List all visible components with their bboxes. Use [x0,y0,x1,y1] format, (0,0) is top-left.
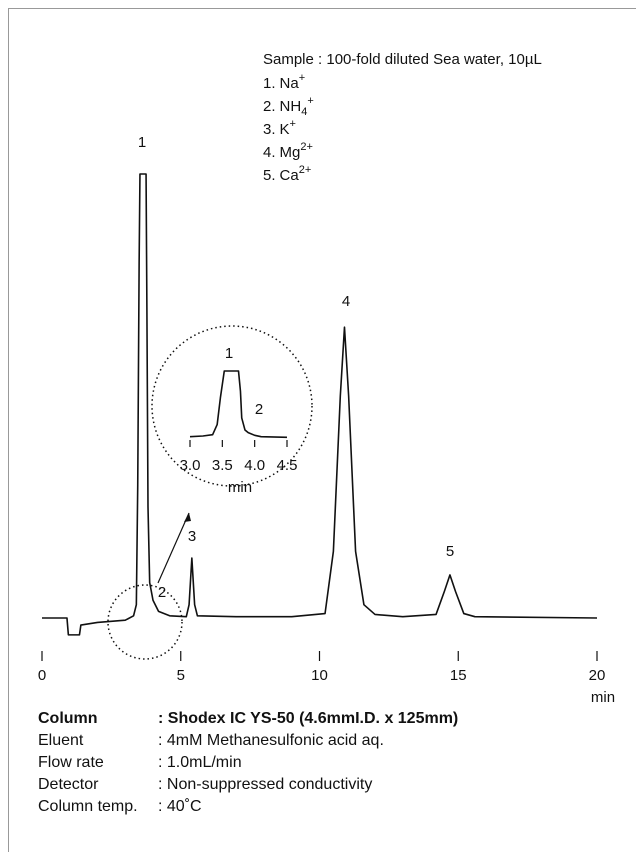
peak-label: 5 [446,543,454,560]
x-axis-label: min [591,689,615,706]
ion-charge: + [290,118,296,130]
ion-charge: 2+ [300,141,313,153]
x-tick-label: 15 [450,667,467,684]
trace [42,173,598,636]
condition-value: : 1.0mL/min [158,754,242,771]
ion-charge: 2+ [299,164,312,176]
condition-key: Column [38,710,98,727]
ion-name: Na [280,75,300,92]
x-tick-label: 3.5 [212,457,233,474]
peak-label: 3 [188,528,196,545]
ion-index: 5. [263,167,276,184]
trace [189,370,288,439]
ion-label: 5. Ca2+ [263,164,311,184]
ion-name: Mg [280,144,301,161]
ion-sub: 4 [301,106,307,118]
peak-label: 2 [158,584,166,601]
condition-value: : Non-suppressed conductivity [158,776,372,793]
x-tick-label: 10 [311,667,328,684]
peak-label: 4 [342,293,350,310]
ion-charge: + [307,95,313,107]
condition-key: Eluent [38,732,84,749]
ion-index: 1. [263,75,276,92]
ion-name: Ca [280,167,300,184]
peak-label: 1 [225,345,233,362]
peak-label: 2 [255,401,263,418]
x-tick-label: 5 [177,667,185,684]
x-tick-label: 4.0 [244,457,265,474]
ion-charge: + [299,72,305,84]
frame [8,8,636,852]
condition-key: Detector [38,776,99,793]
sample-text: Sample : 100-fold diluted Sea water, 10µ… [263,51,542,68]
ion-name: NH [280,98,302,115]
inset-circle [151,325,313,487]
x-tick-label: 0 [38,667,46,684]
inset-arrow [157,512,190,584]
x-tick-label: 3.0 [180,457,201,474]
ion-index: 3. [263,121,276,138]
ion-index: 2. [263,98,276,115]
x-tick-label: 20 [589,667,606,684]
x-axis-label: min [228,479,252,496]
peak-label: 1 [138,134,146,151]
ion-label: 1. Na+ [263,72,305,92]
ion-index: 4. [263,144,276,161]
condition-value: : 4mM Methanesulfonic acid aq. [158,732,384,749]
zoom-region [107,584,183,660]
condition-value: : Shodex IC YS-50 (4.6mmI.D. x 125mm) [158,710,458,727]
x-tick-label: 4.5 [277,457,298,474]
arrow-head [184,513,191,522]
ion-label: 3. K+ [263,118,296,138]
condition-value: : 40˚C [158,798,202,815]
condition-key: Column temp. [38,798,138,815]
condition-key: Flow rate [38,754,104,771]
ion-label: 2. NH4+ [263,95,314,118]
ion-name: K [280,121,290,138]
ion-label: 4. Mg2+ [263,141,313,161]
